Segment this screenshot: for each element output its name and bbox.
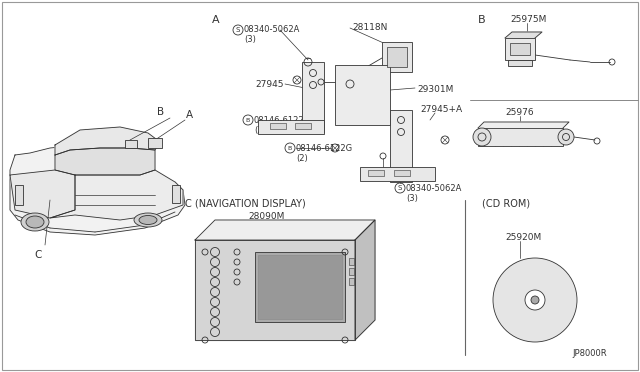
Bar [258, 120, 324, 134]
Bar [125, 140, 137, 148]
Text: S: S [236, 27, 240, 33]
Polygon shape [195, 240, 355, 340]
Circle shape [493, 258, 577, 342]
Text: 25976: 25976 [505, 108, 534, 117]
Text: 28090M: 28090M [248, 212, 284, 221]
Polygon shape [55, 127, 160, 155]
Text: 27945: 27945 [255, 80, 284, 89]
Bar [148, 138, 162, 148]
Text: 08340-5062A: 08340-5062A [244, 25, 300, 34]
Text: (CD ROM): (CD ROM) [482, 198, 530, 208]
Polygon shape [478, 122, 569, 128]
Text: 08340-5062A: 08340-5062A [406, 184, 462, 193]
Bar [478, 128, 563, 146]
Text: B: B [157, 107, 164, 117]
Ellipse shape [21, 213, 49, 231]
Bar [172, 185, 180, 203]
Text: (2): (2) [254, 126, 266, 135]
Text: 08146-6122G: 08146-6122G [254, 116, 311, 125]
Text: B: B [478, 15, 486, 25]
Polygon shape [10, 170, 75, 218]
Text: 25920M: 25920M [505, 233, 541, 242]
Bar [368, 170, 384, 176]
Text: C (NAVIGATION DISPLAY): C (NAVIGATION DISPLAY) [185, 198, 306, 208]
Text: A: A [212, 15, 220, 25]
Text: A: A [186, 110, 193, 120]
Text: (2): (2) [296, 154, 308, 163]
Ellipse shape [139, 215, 157, 224]
Text: B: B [288, 145, 292, 151]
Polygon shape [55, 148, 155, 175]
Polygon shape [50, 170, 183, 220]
Text: 08146-6122G: 08146-6122G [296, 144, 353, 153]
Bar [510, 43, 530, 55]
Polygon shape [10, 145, 185, 235]
Bar [508, 60, 532, 66]
Bar [360, 167, 435, 181]
Bar [295, 123, 311, 129]
Circle shape [558, 129, 574, 145]
Text: (3): (3) [406, 194, 418, 203]
Bar [505, 38, 535, 60]
Text: C: C [35, 250, 42, 260]
Bar [382, 42, 412, 72]
Bar [390, 110, 412, 182]
Bar [349, 278, 354, 285]
Text: B: B [246, 118, 250, 122]
Bar [349, 258, 354, 265]
Text: S: S [398, 185, 402, 191]
Text: (3): (3) [244, 35, 256, 44]
Polygon shape [505, 32, 542, 38]
Bar [302, 62, 324, 132]
Bar [258, 255, 342, 319]
Circle shape [525, 290, 545, 310]
Bar [335, 65, 390, 125]
Bar [349, 268, 354, 275]
Bar [15, 185, 23, 205]
Ellipse shape [134, 213, 162, 227]
Text: 28118N: 28118N [352, 23, 387, 32]
Bar [394, 170, 410, 176]
Polygon shape [355, 220, 375, 340]
Text: JP8000R: JP8000R [572, 349, 607, 358]
Ellipse shape [26, 216, 44, 228]
Circle shape [531, 296, 539, 304]
Bar [387, 47, 407, 67]
Text: 29301M: 29301M [417, 85, 453, 94]
Bar [255, 252, 345, 322]
Text: 27945+A: 27945+A [420, 105, 462, 114]
Circle shape [473, 128, 491, 146]
Text: 25975M: 25975M [510, 15, 547, 24]
Polygon shape [195, 220, 375, 240]
Bar [270, 123, 286, 129]
